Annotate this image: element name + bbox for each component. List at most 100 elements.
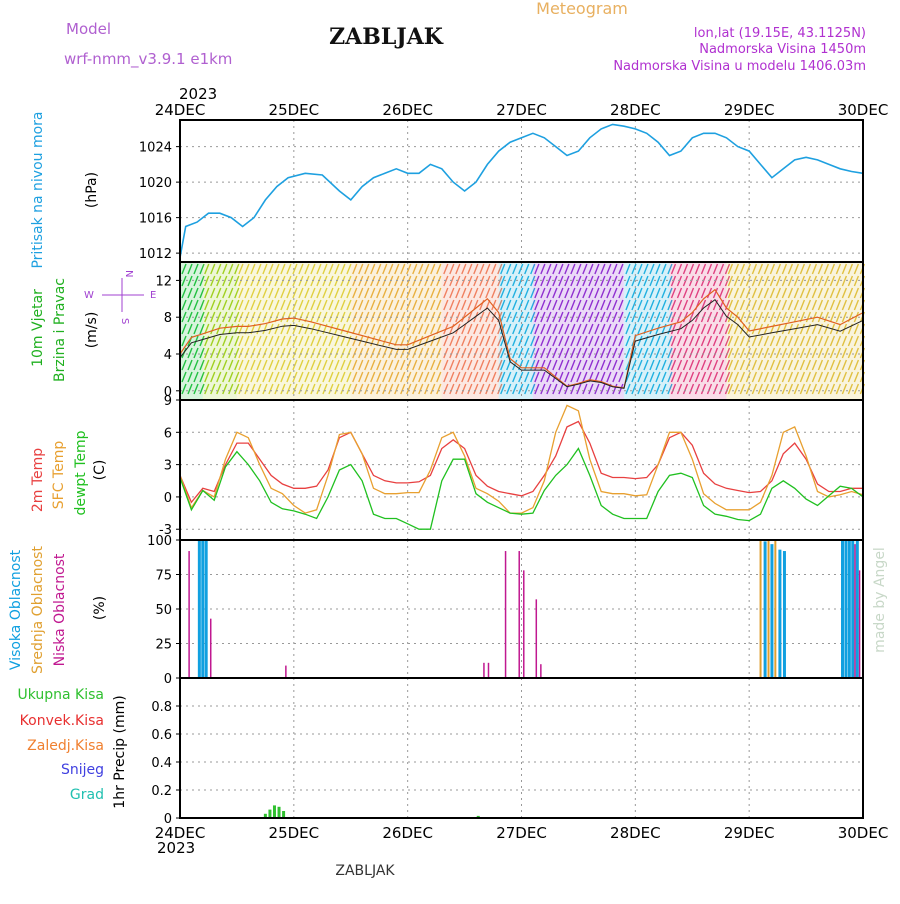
- wind-barb: [727, 371, 734, 383]
- wind-barb: [491, 371, 497, 383]
- top-date-30dec: 30DEC: [838, 101, 889, 119]
- wind-barb: [733, 287, 740, 299]
- wind-barb: [643, 263, 649, 275]
- wind-barb: [718, 263, 725, 275]
- wind-barb: [751, 287, 758, 299]
- wind-barb: [358, 299, 364, 311]
- wind-barb: [506, 311, 512, 323]
- wind-barb: [618, 263, 624, 275]
- wind-barb: [388, 263, 394, 275]
- wind-barb: [304, 347, 310, 359]
- wind-barb: [643, 347, 649, 359]
- wind-barb: [400, 371, 406, 383]
- wind-barb: [733, 263, 740, 275]
- wind-barb: [193, 275, 199, 287]
- wind-barb: [612, 347, 618, 359]
- wind-barb: [491, 323, 497, 335]
- wind-barb: [322, 263, 328, 275]
- wind-barb: [811, 347, 818, 359]
- wind-barb: [757, 347, 764, 359]
- wind-barb: [388, 275, 394, 287]
- wind-barb: [461, 359, 467, 371]
- wind-barb: [512, 287, 518, 299]
- wind-barb: [322, 359, 328, 371]
- wind-gust-series: [179, 288, 864, 389]
- wind-barb: [612, 383, 618, 395]
- wind-barb: [304, 323, 310, 335]
- wind-barb: [745, 383, 752, 395]
- wind-barb: [210, 275, 216, 287]
- wind-barb: [724, 263, 731, 275]
- wind-barb: [292, 359, 298, 371]
- wind-barb: [512, 323, 518, 335]
- wind-barb: [512, 371, 518, 383]
- wind-barb: [582, 311, 588, 323]
- wind-barb: [370, 287, 376, 299]
- wind-barb: [491, 359, 497, 371]
- wind-barb: [222, 359, 228, 371]
- wind-barb: [250, 383, 256, 395]
- wind-barb: [518, 347, 524, 359]
- wind-barb: [829, 287, 836, 299]
- wind-barb: [700, 335, 707, 347]
- wind-barb: [382, 275, 388, 287]
- wind-barb: [388, 299, 394, 311]
- wind-barb: [775, 275, 782, 287]
- wind-barb: [346, 263, 352, 275]
- wind-barb: [558, 311, 564, 323]
- wind-barb: [262, 383, 268, 395]
- wind-barb: [292, 335, 298, 347]
- wind-barb: [688, 359, 695, 371]
- wind-barb: [835, 371, 842, 383]
- wind-barb: [775, 263, 782, 275]
- wind-barb: [724, 275, 731, 287]
- wind-barb: [346, 335, 352, 347]
- wind-barb: [210, 323, 216, 335]
- wind-barb: [606, 371, 612, 383]
- wind-barb: [443, 347, 449, 359]
- wind-barb: [328, 335, 334, 347]
- wind-barb: [328, 263, 334, 275]
- wind-barb: [787, 263, 794, 275]
- cloud-bar-low: [540, 664, 542, 678]
- wind-barb: [234, 371, 240, 383]
- wind-barb: [823, 311, 830, 323]
- wind-barb: [853, 335, 860, 347]
- wind-barb: [727, 335, 734, 347]
- wind-barb: [491, 287, 497, 299]
- wind-barb: [467, 383, 473, 395]
- wind-barb: [524, 287, 530, 299]
- wind-barb: [688, 347, 695, 359]
- wind-barb: [712, 287, 719, 299]
- wind-barb: [534, 287, 540, 299]
- wind-barb: [835, 263, 842, 275]
- wind-barb: [193, 371, 199, 383]
- wind-barb: [228, 311, 234, 323]
- elevation-info: Nadmorska Visina 1450m: [699, 42, 866, 57]
- wind-barb: [262, 347, 268, 359]
- wind-barb: [328, 347, 334, 359]
- wind-barb: [187, 383, 193, 395]
- wind-barb: [588, 311, 594, 323]
- wind-barb: [485, 275, 491, 287]
- wind-barb: [600, 275, 606, 287]
- wind-barb: [382, 263, 388, 275]
- wind-barb: [394, 263, 400, 275]
- temp-dewpt-series: [179, 447, 864, 530]
- wind-barb: [268, 275, 274, 287]
- year-top: 2023: [179, 85, 217, 103]
- wind-barb: [688, 287, 695, 299]
- wind-barb: [364, 383, 370, 395]
- wind-barb: [661, 275, 667, 287]
- wind-barb: [649, 371, 655, 383]
- wind-barb: [534, 335, 540, 347]
- ytick-label: 0: [164, 491, 172, 506]
- wind-barb: [316, 383, 322, 395]
- ytick-label: 0: [164, 385, 172, 400]
- wind-barb: [274, 371, 280, 383]
- wind-barb: [676, 359, 683, 371]
- wind-barb: [688, 371, 695, 383]
- wind-barb: [853, 275, 860, 287]
- wind-barb: [618, 335, 624, 347]
- temp-sfc-series: [179, 404, 864, 514]
